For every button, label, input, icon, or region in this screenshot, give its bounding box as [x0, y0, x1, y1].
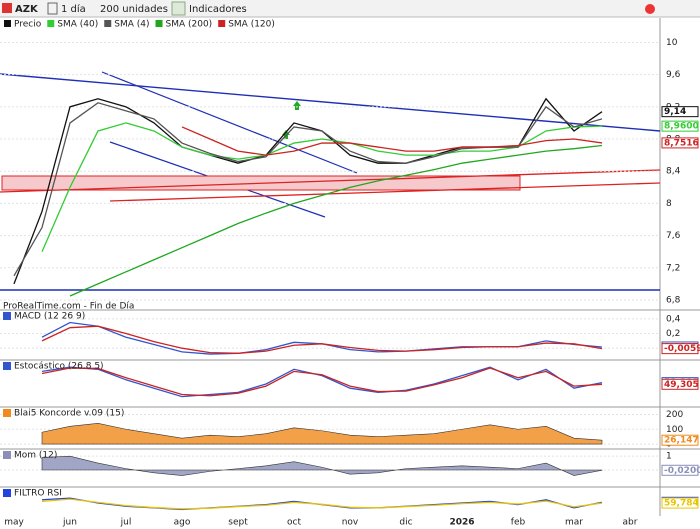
- value-tag: 49,305: [664, 380, 699, 390]
- value-tag: -0,0059: [664, 344, 700, 354]
- y-tick-label: 8: [666, 199, 672, 209]
- legend-label: SMA (4): [114, 20, 149, 30]
- value-tag: 8,9600: [664, 122, 699, 132]
- symbol-icon: [2, 3, 12, 13]
- series-line: [181, 126, 603, 156]
- panel-title: Mom (12): [14, 451, 57, 461]
- y-tick-label: 100: [666, 425, 683, 435]
- legend: Precio SMA (40) SMA (4) SMA (200) SMA (120): [4, 20, 275, 30]
- indicators-icon: [171, 1, 186, 16]
- panel-icon: [3, 451, 11, 459]
- value-tag-bg: [661, 343, 699, 355]
- y-tick-label: 7,6: [666, 231, 681, 241]
- series-line: [41, 367, 603, 397]
- symbol[interactable]: AZK: [15, 4, 39, 15]
- value-tag-bg: [661, 378, 699, 390]
- x-tick-label: nov: [342, 518, 359, 528]
- period[interactable]: 1 día: [61, 3, 86, 15]
- series-area: [41, 455, 603, 476]
- toolbar: AZK 1 día 200 unidades Indicadores: [0, 0, 700, 18]
- value-tag-bg: [661, 434, 699, 446]
- series-area: [41, 423, 603, 445]
- value-tag-bg: [661, 120, 699, 132]
- panel-title: FILTRO RSI: [14, 489, 62, 499]
- x-tick-label: dic: [399, 518, 412, 528]
- trend-line: [109, 182, 661, 202]
- panel-icon: [3, 409, 11, 417]
- value-tag: -0,0200: [664, 466, 700, 476]
- period-icon: [47, 2, 58, 15]
- x-tick-label: may: [4, 518, 24, 528]
- y-tick-label: 0,2: [666, 329, 680, 339]
- value-tag: 59,784: [664, 499, 699, 509]
- value-tag: 9,14: [664, 107, 686, 117]
- x-tick-label: 2026: [449, 518, 474, 528]
- y-tick-label: 10: [666, 38, 678, 48]
- series-line: [41, 122, 603, 252]
- live-icon[interactable]: [645, 4, 655, 14]
- y-tick-label: 200: [666, 410, 683, 420]
- panel-icon: [3, 362, 11, 370]
- legend-swatch: [155, 20, 163, 27]
- series-line: [13, 102, 603, 277]
- trend-line: [0, 169, 661, 193]
- x-tick-label: jul: [120, 518, 132, 528]
- legend-swatch: [218, 20, 226, 27]
- panel-icon: [3, 312, 11, 320]
- indicators[interactable]: Indicadores: [189, 4, 247, 15]
- y-tick-label: 0,4: [666, 314, 681, 324]
- source: ProRealTime.com - Fin de Día: [3, 302, 134, 312]
- legend-swatch: [104, 20, 112, 27]
- value-tag-bg: [661, 137, 699, 149]
- value-tag-bg: [661, 464, 699, 476]
- value-tag-bg: [661, 106, 699, 118]
- x-tick-label: oct: [287, 518, 301, 528]
- y-tick-label: 6,8: [666, 296, 681, 306]
- y-tick-label: 7,2: [666, 263, 680, 273]
- x-tick-label: ago: [174, 518, 191, 528]
- y-tick-label: 8,4: [666, 167, 681, 177]
- legend-label: Precio: [14, 20, 42, 30]
- y-tick-label: 1: [666, 452, 672, 462]
- panel-title: Blai5 Koncorde v.09 (15): [14, 409, 124, 419]
- y-tick-label: 9,6: [666, 70, 681, 80]
- series-line: [41, 498, 603, 510]
- units[interactable]: 200 unidades: [100, 4, 168, 15]
- panel-title: MACD (12 26 9): [14, 312, 85, 322]
- legend-label: SMA (120): [228, 20, 275, 30]
- legend-label: SMA (40): [57, 20, 98, 30]
- panel-icon: [3, 489, 11, 497]
- x-tick-label: mar: [565, 518, 583, 528]
- trend-line: [0, 73, 661, 132]
- legend-swatch: [47, 20, 55, 27]
- x-tick-label: jun: [62, 518, 77, 528]
- trend-line: [101, 71, 358, 174]
- legend-label: SMA (200): [166, 20, 213, 30]
- x-tick-label: abr: [623, 518, 638, 528]
- value-tag: 8,7516: [664, 138, 699, 148]
- series-line: [41, 366, 603, 398]
- legend-swatch: [4, 20, 11, 27]
- signal-arrow: [293, 101, 301, 110]
- panel-title: Estocástico (26.8 5): [14, 362, 104, 372]
- x-tick-label: feb: [511, 518, 526, 528]
- x-tick-label: sept: [228, 518, 248, 528]
- series-line: [69, 144, 603, 297]
- series-line: [41, 325, 603, 354]
- value-tag-bg: [661, 497, 699, 509]
- value-tag: 26,147: [664, 436, 699, 446]
